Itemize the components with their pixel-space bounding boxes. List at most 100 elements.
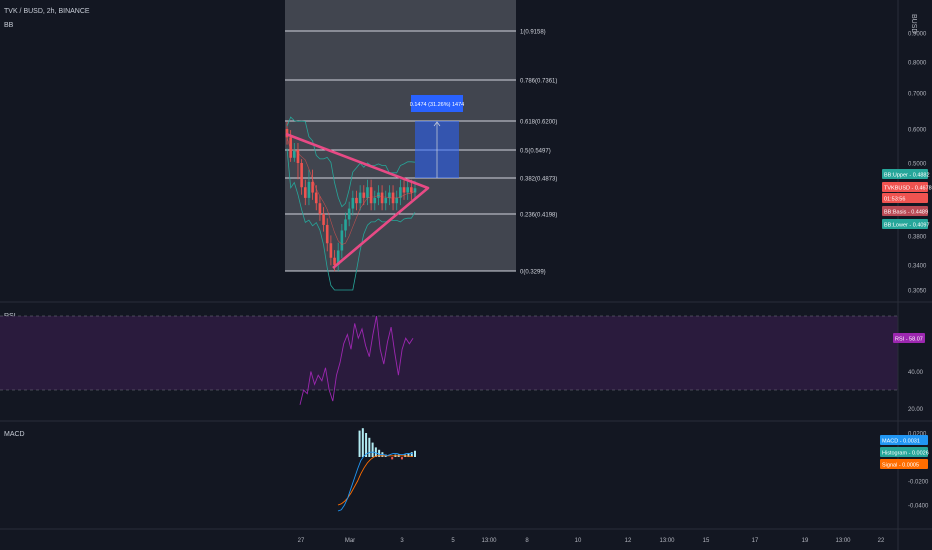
price-tick-label: 0.5000 [908, 162, 927, 168]
time-tick-label: 12 [625, 538, 632, 544]
time-tick-label: 13:00 [481, 538, 497, 544]
candle-body [388, 192, 391, 198]
macd-pane[interactable] [337, 428, 416, 512]
fib-level-label: 0(0.3299) [520, 270, 546, 276]
price-tick-label: 0.8000 [908, 61, 927, 67]
candle-body [351, 197, 355, 209]
macd-tag-bg [880, 459, 928, 469]
bb-lower-line [286, 148, 416, 291]
candle-body [402, 187, 406, 193]
candle-body [311, 181, 314, 193]
fib-level-label: 0.382(0.4873) [520, 177, 557, 183]
price-tag-bg [882, 193, 928, 203]
time-tick-label: Mar [345, 538, 355, 544]
macd-tick-label: 0.0200 [908, 432, 927, 438]
time-tick-label: 13:00 [659, 538, 675, 544]
macd-indicator-label[interactable]: MACD [4, 431, 25, 438]
price-tick-label: 0.3800 [908, 235, 927, 241]
price-tag-label: BB:Lower - 0.4097 [884, 223, 930, 229]
time-tick-label: 19 [802, 538, 809, 544]
measure-label: 0.1474 (31.26%) 1474 [410, 102, 464, 108]
fib-level-label: 1(0.9158) [520, 30, 546, 36]
macd-histogram-bar [378, 449, 381, 457]
fib-level-label: 0.236(0.4198) [520, 213, 557, 219]
candle-body [347, 208, 351, 220]
candle-body [399, 187, 402, 198]
candle-body [384, 197, 388, 204]
macd-tag-label: MACD - 0.0031 [882, 439, 920, 445]
rsi-pane[interactable] [0, 315, 898, 405]
candle-body [293, 149, 296, 158]
macd-histogram-bar [368, 437, 371, 457]
price-tag-bg [882, 182, 928, 192]
macd-tick-label: -0.0400 [908, 504, 929, 510]
macd-tick-label: -0.0200 [908, 480, 929, 486]
price-tick-label: 0.3400 [908, 264, 927, 270]
candle-body [373, 197, 377, 204]
measure-label-bg [411, 95, 463, 112]
time-tick-label: 13:00 [835, 538, 851, 544]
rsi-tag-bg [893, 333, 925, 343]
price-tick-label: 0.3050 [908, 289, 927, 295]
time-tick-label: 3 [400, 538, 404, 544]
macd-histogram-bar [374, 447, 377, 457]
macd-histogram-bar [365, 433, 368, 457]
price-tick-label: 0.7000 [908, 92, 927, 98]
bb-indicator-label[interactable]: BB [4, 22, 14, 29]
symbol-title: TVK / BUSD, 2h, BINANCE [4, 8, 90, 15]
macd-histogram-bar [410, 452, 413, 457]
macd-signal-line [337, 455, 414, 506]
fib-level-label: 0.786(0.7361) [520, 79, 557, 85]
bb-basis-line [286, 137, 416, 245]
macd-histogram-bar [407, 453, 410, 457]
price-tag-label: BB:Upper - 0.4882 [884, 173, 930, 179]
macd-histogram-bar [400, 457, 403, 460]
rsi-tag-label: RSI - 58.07 [895, 337, 923, 343]
price-tag-label: TVKBUSD - 0.4678 [884, 186, 932, 192]
candle-body [307, 181, 311, 198]
time-tick-label: 5 [451, 538, 455, 544]
candle-body [413, 188, 417, 193]
price-tick-label: 0.6000 [908, 128, 927, 134]
price-tag-bg [882, 206, 928, 216]
candle-body [366, 187, 369, 198]
fib-level-label: 0.5(0.5497) [520, 149, 551, 155]
rsi-line [299, 315, 414, 405]
time-tick-label: 8 [525, 538, 529, 544]
candle-body [358, 192, 362, 204]
time-tick-label: 10 [575, 538, 582, 544]
candle-body [303, 187, 307, 198]
candle-body [333, 257, 336, 265]
rsi-tick-label: 20.00 [908, 407, 924, 413]
candle-body [369, 187, 373, 204]
price-pane[interactable]: 1(0.9158) 0.786(0.7361) 0.618(0.6200) 0.5(0… [285, 0, 557, 291]
candle-body [289, 137, 292, 158]
macd-tag-label: Histogram - 0.0026 [882, 451, 929, 457]
candle-body [322, 213, 325, 225]
candle-body [329, 243, 333, 258]
price-tag-label: 01:53:56 [884, 197, 905, 203]
price-tag-label: BB:Basis - 0.4489 [884, 210, 928, 216]
bb-upper-line [286, 116, 416, 208]
candle-body [336, 250, 340, 265]
candle-body [340, 230, 344, 251]
macd-tag-label: Signal - 0.0005 [882, 463, 919, 469]
price-tick-label: 0.9000 [908, 32, 927, 38]
macd-tag-bg [880, 435, 928, 445]
time-tick-label: 27 [298, 538, 305, 544]
candle-body [325, 224, 329, 244]
time-tick-label: 17 [752, 538, 759, 544]
candle-body [355, 197, 358, 204]
triangle-pattern [285, 132, 430, 269]
candle-body [395, 197, 399, 204]
macd-histogram-bar [391, 457, 394, 460]
candle-body [296, 149, 300, 163]
candle-body [362, 192, 366, 198]
macd-histogram-bar [414, 450, 416, 457]
macd-line [337, 451, 413, 512]
candle-body [300, 163, 303, 188]
fib-level-label: 0.618(0.6200) [520, 120, 557, 126]
measure-arrowhead [433, 121, 441, 127]
